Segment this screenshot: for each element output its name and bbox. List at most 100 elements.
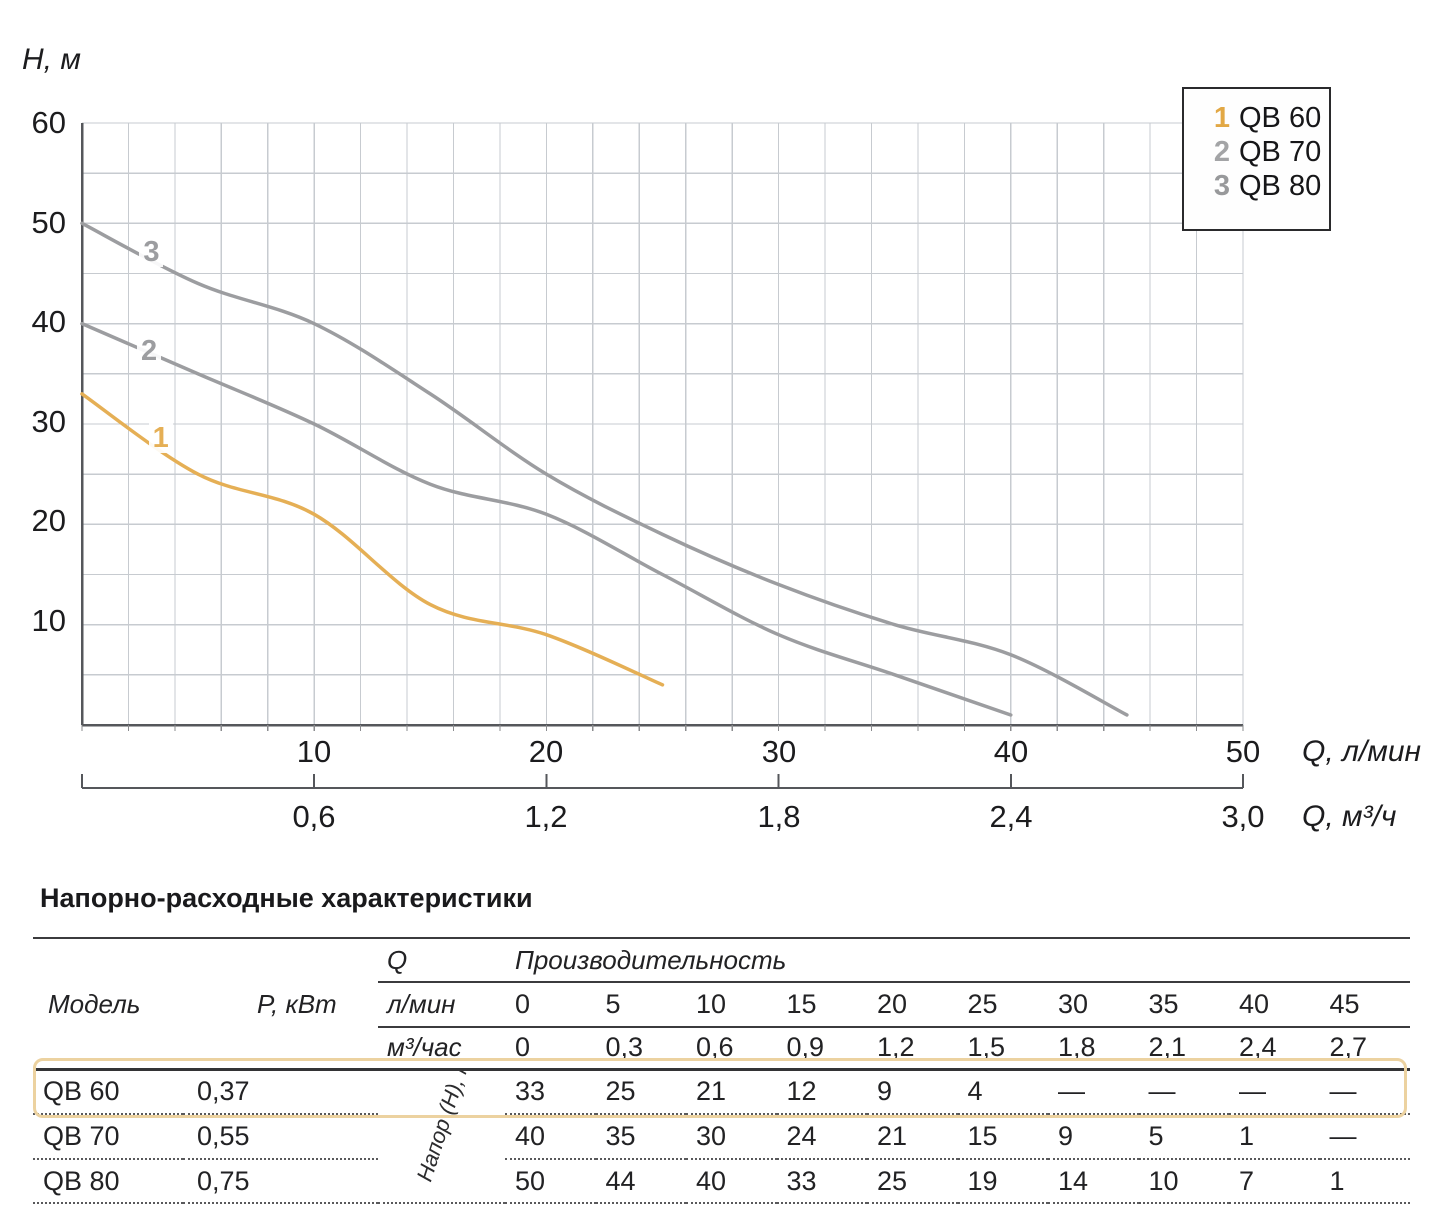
model-name: QB 80 bbox=[33, 1159, 183, 1204]
y-axis-title: H, м bbox=[22, 43, 81, 76]
x-tick-m3h: 3,0 bbox=[1221, 799, 1265, 834]
head-value: 44 bbox=[595, 1159, 686, 1204]
head-value: — bbox=[1138, 1069, 1229, 1115]
flow-m3h-value: 0,6 bbox=[686, 1027, 777, 1071]
flow-m3h-value: 1,2 bbox=[867, 1027, 958, 1071]
header-model: Модель bbox=[48, 989, 141, 1019]
legend-series-number: 2 bbox=[1213, 136, 1230, 168]
flow-lmin-value: 15 bbox=[776, 982, 867, 1028]
flow-m3h-value: 2,4 bbox=[1229, 1027, 1320, 1071]
flow-lmin-value: 45 bbox=[1319, 982, 1411, 1028]
curve-qb80 bbox=[80, 221, 1129, 717]
model-name: QB 70 bbox=[33, 1114, 183, 1160]
head-value: 25 bbox=[867, 1159, 958, 1204]
head-value: 21 bbox=[686, 1069, 777, 1115]
grid-lines bbox=[81, 122, 1244, 726]
table-header-row-1: Q Производительность bbox=[33, 938, 1411, 983]
head-value: 35 bbox=[595, 1114, 686, 1160]
head-value: 9 bbox=[867, 1069, 958, 1115]
table-row-qb70: QB 70 0,55 40 35 30 24 21 15 9 5 1 — bbox=[33, 1114, 1411, 1160]
x-tick-m3h: 0,6 bbox=[292, 799, 336, 834]
x-tick-lmin: 30 bbox=[761, 734, 797, 769]
x-tick-m3h: 1,8 bbox=[757, 799, 801, 834]
flow-m3h-value: 2,7 bbox=[1319, 1027, 1411, 1071]
table-header-row-2: Модель P, кВт л/мин 0 5 10 15 20 25 30 3… bbox=[33, 982, 1411, 1028]
table-title: Напорно-расходные характеристики bbox=[40, 883, 533, 913]
power-value: 0,55 bbox=[183, 1114, 378, 1160]
head-value: 7 bbox=[1229, 1159, 1320, 1204]
x-tick-m3h: 2,4 bbox=[989, 799, 1033, 834]
x-tick-lmin: 20 bbox=[528, 734, 564, 769]
power-value: 0,75 bbox=[183, 1159, 378, 1204]
pump-characteristics-table: Q Производительность Модель P, кВт л/мин… bbox=[33, 937, 1411, 1204]
flow-lmin-value: 10 bbox=[686, 982, 777, 1028]
head-value: 5 bbox=[1138, 1114, 1229, 1160]
x-tick-lmin: 50 bbox=[1225, 734, 1261, 769]
legend-series-label: QB 60 bbox=[1239, 102, 1322, 134]
head-value: 12 bbox=[776, 1069, 867, 1115]
y-tick-label: 30 bbox=[31, 404, 66, 439]
head-value: 1 bbox=[1319, 1159, 1411, 1204]
head-value: — bbox=[1048, 1069, 1139, 1115]
head-value: 33 bbox=[505, 1069, 596, 1115]
table-row-qb60: QB 60 0,37 Напор (H), м 33 25 21 12 9 4 … bbox=[33, 1069, 1411, 1204]
power-value: 0,37 bbox=[183, 1069, 378, 1115]
legend-item-qb80: 3 QB 80 bbox=[1184, 169, 1329, 203]
head-value: 1 bbox=[1229, 1114, 1320, 1160]
unit-m3h: м³/час bbox=[378, 1027, 505, 1071]
flow-lmin-value: 5 bbox=[595, 982, 686, 1028]
pump-curves-chart bbox=[80, 122, 1244, 789]
header-q: Q bbox=[378, 938, 505, 983]
y-tick-label: 50 bbox=[31, 205, 66, 240]
header-power: P, кВт bbox=[257, 989, 337, 1019]
flow-m3h-value: 1,8 bbox=[1048, 1027, 1139, 1071]
header-capacity: Производительность bbox=[505, 938, 1411, 983]
head-value: — bbox=[1319, 1069, 1411, 1115]
flow-lmin-value: 30 bbox=[1048, 982, 1139, 1028]
y-tick-label: 10 bbox=[31, 603, 66, 638]
x-tick-m3h: 1,2 bbox=[524, 799, 568, 834]
flow-m3h-value: 0,9 bbox=[776, 1027, 867, 1071]
pump-curves bbox=[80, 221, 1129, 717]
head-value: 9 bbox=[1048, 1114, 1139, 1160]
head-axis-label: Напор (H), м bbox=[411, 1069, 475, 1185]
curve-qb70 bbox=[80, 321, 1013, 717]
table-header-row-3: м³/час 0 0,3 0,6 0,9 1,2 1,5 1,8 2,1 2,4… bbox=[33, 1027, 1411, 1071]
head-value: 40 bbox=[505, 1114, 596, 1160]
flow-lmin-value: 25 bbox=[957, 982, 1048, 1028]
head-value: 50 bbox=[505, 1159, 596, 1204]
x-tick-lmin: 10 bbox=[296, 734, 332, 769]
model-name: QB 60 bbox=[33, 1069, 183, 1115]
legend-item-qb60: 1 QB 60 bbox=[1184, 101, 1329, 135]
head-value: 30 bbox=[686, 1114, 777, 1160]
curve-label-qb70: 2 bbox=[137, 335, 162, 366]
legend-item-qb70: 2 QB 70 bbox=[1184, 135, 1329, 169]
curve-label-qb60: 1 bbox=[148, 423, 173, 454]
y-tick-label: 40 bbox=[31, 304, 66, 339]
flow-lmin-value: 35 bbox=[1138, 982, 1229, 1028]
legend-series-number: 3 bbox=[1213, 170, 1230, 202]
y-tick-label: 60 bbox=[31, 105, 66, 140]
head-value: 40 bbox=[686, 1159, 777, 1204]
chart-legend: 1 QB 60 2 QB 70 3 QB 80 bbox=[1182, 87, 1331, 231]
head-value: 33 bbox=[776, 1159, 867, 1204]
head-value: 21 bbox=[867, 1114, 958, 1160]
x-axis-title-lmin: Q, л/мин bbox=[1302, 735, 1422, 768]
legend-series-label: QB 70 bbox=[1239, 136, 1322, 168]
head-value: 4 bbox=[957, 1069, 1048, 1115]
flow-m3h-value: 0,3 bbox=[595, 1027, 686, 1071]
curve-label-qb80: 3 bbox=[139, 237, 164, 268]
flow-m3h-value: 1,5 bbox=[957, 1027, 1048, 1071]
unit-lmin: л/мин bbox=[378, 982, 505, 1028]
head-value: 14 bbox=[1048, 1159, 1139, 1204]
head-value: — bbox=[1229, 1069, 1320, 1115]
flow-lmin-value: 20 bbox=[867, 982, 958, 1028]
head-value: 19 bbox=[957, 1159, 1048, 1204]
y-tick-label: 20 bbox=[31, 503, 66, 538]
flow-lmin-value: 40 bbox=[1229, 982, 1320, 1028]
flow-lmin-value: 0 bbox=[505, 982, 596, 1028]
head-value: 15 bbox=[957, 1114, 1048, 1160]
legend-series-label: QB 80 bbox=[1239, 170, 1322, 202]
x-tick-lmin: 40 bbox=[993, 734, 1029, 769]
